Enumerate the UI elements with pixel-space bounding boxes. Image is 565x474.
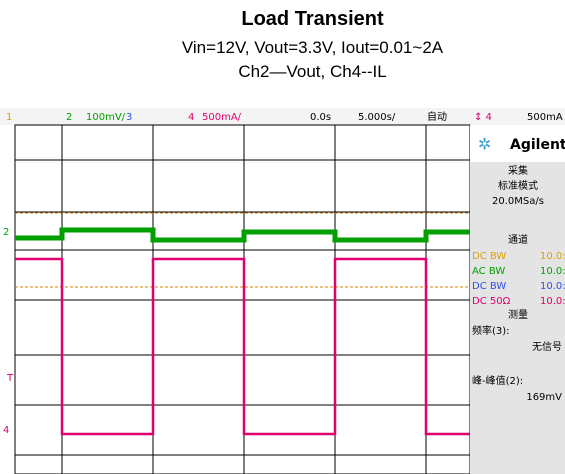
scope: 1 2 100mV/ 3 4 500mA/ 0.0s 5.000s/ 自动 ↕ … — [0, 0, 565, 474]
meas1: 频率(3): — [472, 324, 510, 337]
chan-row: AC BW — [472, 266, 505, 277]
chan-row: 10.0: — [540, 251, 565, 262]
meas1-val: 无信号 — [532, 341, 562, 353]
ch1: 1 — [6, 112, 12, 123]
ch3: 3 — [126, 112, 132, 123]
chan-row: 10.0: — [540, 266, 565, 277]
meas-title: 测量 — [508, 308, 528, 321]
chan-row: 10.0: — [540, 296, 565, 307]
trig-level: 500mA — [527, 112, 563, 123]
delay: 0.0s — [310, 112, 331, 123]
ch2-marker: 2 — [3, 227, 9, 238]
meas2-val: 169mV — [526, 392, 562, 403]
page: Load Transient Vin=12V, Vout=3.3V, Iout=… — [0, 0, 565, 474]
trig-marker: T — [6, 373, 14, 384]
chan-row: DC BW — [472, 251, 506, 262]
ch4: 4 — [188, 112, 194, 123]
acq-rate: 20.0MSa/s — [492, 196, 544, 207]
ch4-scale: 500mA/ — [202, 112, 242, 123]
acq-mode: 标准模式 — [498, 179, 538, 192]
ch4-marker: 4 — [3, 425, 9, 436]
chan-title: 通道 — [508, 233, 528, 246]
acq-title: 采集 — [508, 164, 528, 177]
chan-row: DC BW — [472, 281, 506, 292]
brand: Agilent — [510, 137, 565, 153]
chan-row: 10.0: — [540, 281, 565, 292]
ch2-scale: 100mV/ — [86, 112, 126, 123]
mode: 自动 — [427, 110, 447, 123]
trig-src: ↕ 4 — [474, 112, 492, 123]
chan-row: DC 50Ω — [472, 296, 511, 307]
ch2: 2 — [66, 112, 72, 123]
meas2: 峰-峰值(2): — [472, 374, 523, 387]
timebase: 5.000s/ — [358, 112, 396, 123]
logo: ✲ — [478, 135, 491, 154]
